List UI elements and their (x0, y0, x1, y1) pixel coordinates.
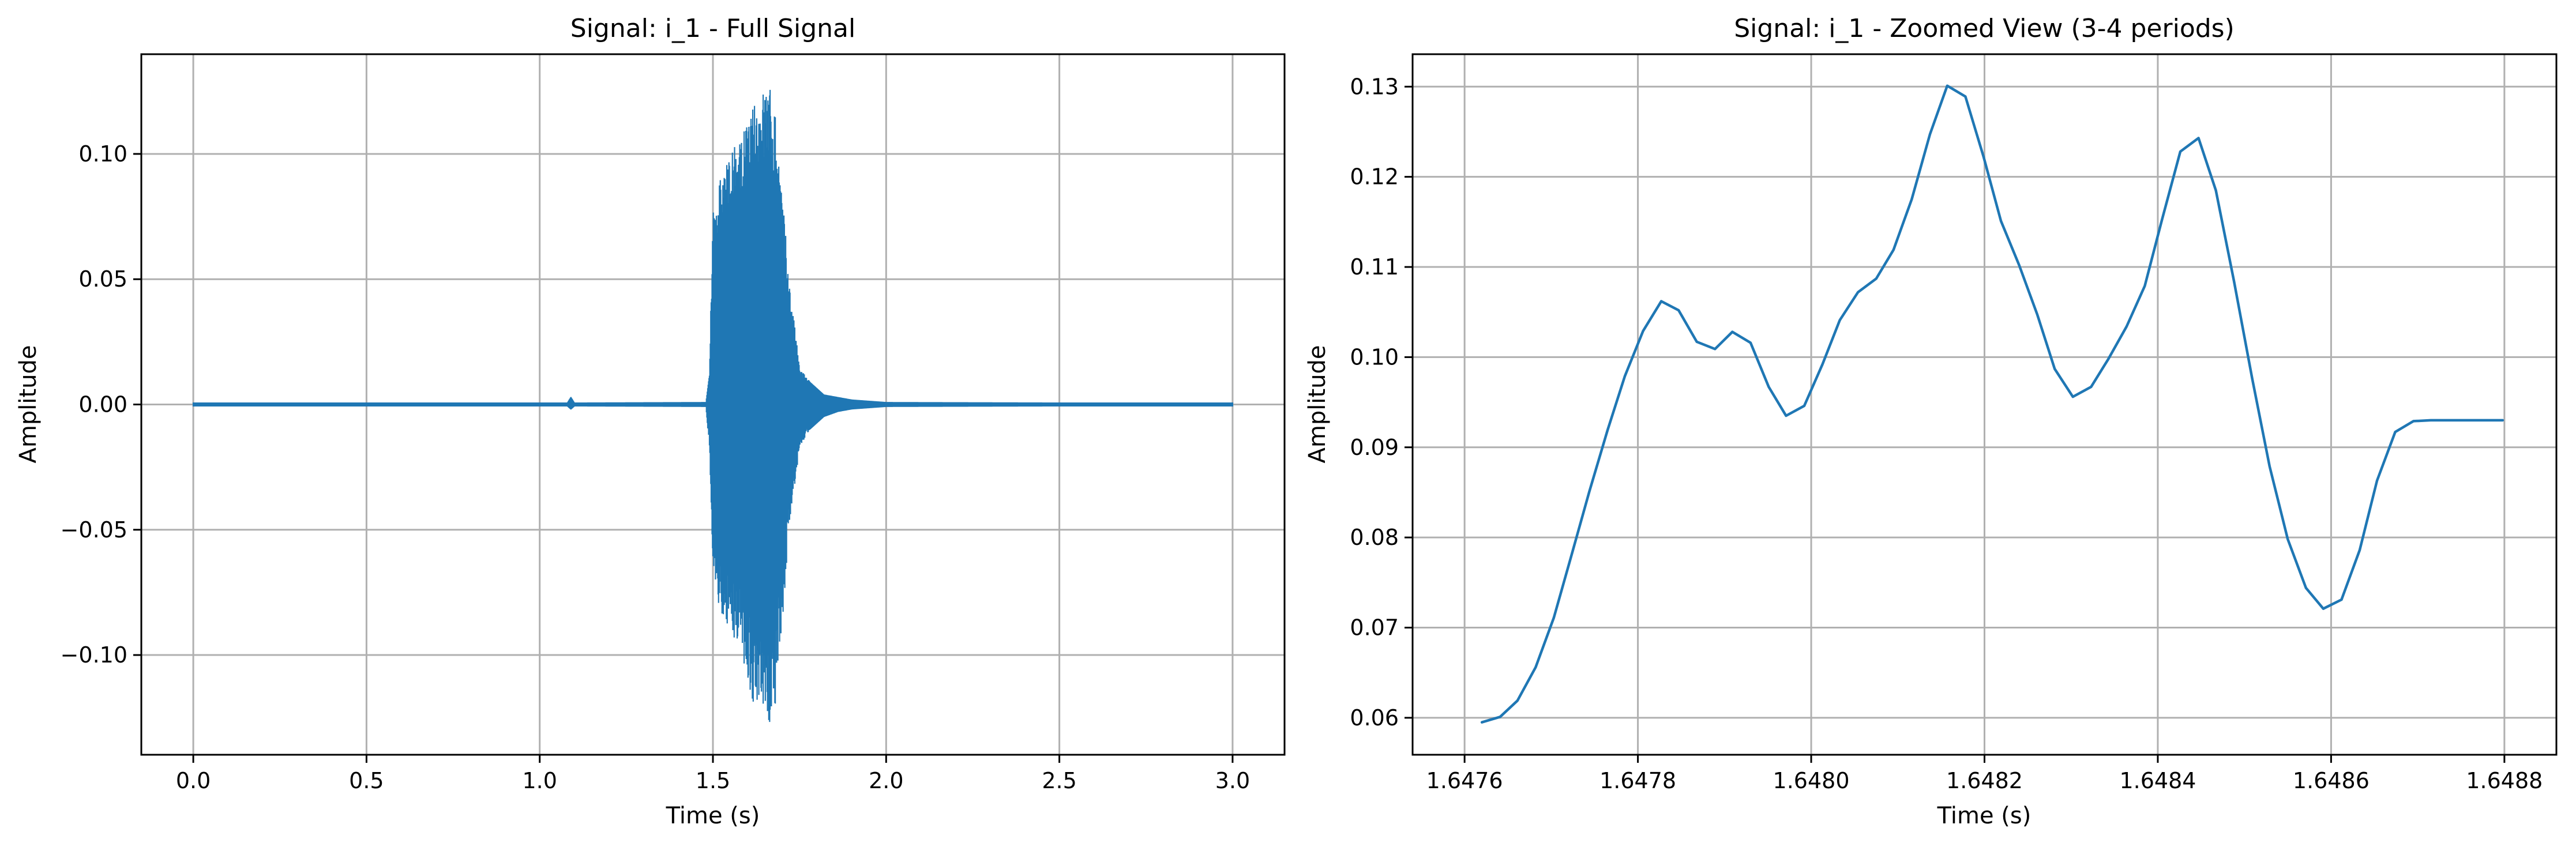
x-tick-label: 1.6482 (1946, 768, 2023, 793)
x-tick-label: 1.6478 (1599, 768, 1676, 793)
y-tick-label: −0.05 (61, 517, 127, 543)
y-tick-layer: 0.06 0.07 0.08 0.09 0.10 0.11 0.12 0.13 (1350, 74, 1413, 731)
grid-lines (1413, 54, 2556, 755)
chart-title: Signal: i_1 - Zoomed View (3-4 periods) (1734, 14, 2235, 43)
x-tick-label: 1.5 (696, 768, 730, 793)
x-tick-label: 1.6476 (1426, 768, 1503, 793)
x-tick-label: 0.5 (349, 768, 384, 793)
y-tick-label: 0.13 (1350, 74, 1399, 99)
x-tick-label: 1.6486 (2293, 768, 2370, 793)
y-tick-label: −0.10 (61, 642, 127, 668)
x-tick-label: 1.6480 (1773, 768, 1850, 793)
y-tick-label: 0.05 (78, 266, 127, 292)
zoomed-series-line (1480, 84, 2504, 724)
x-tick-label: 1.6484 (2119, 768, 2196, 793)
y-tick-layer: −0.10 −0.05 0.00 0.05 0.10 (61, 141, 141, 668)
y-tick-label: 0.08 (1350, 525, 1399, 550)
x-tick-label: 1.0 (522, 768, 557, 793)
x-tick-layer: 0.0 0.5 1.0 1.5 2.0 2.5 3.0 (176, 755, 1250, 793)
y-tick-label: 0.09 (1350, 435, 1399, 460)
y-tick-label: 0.00 (78, 392, 127, 417)
data-layer (1480, 84, 2504, 724)
y-tick-label: 0.10 (78, 141, 127, 167)
signal-series-line (192, 89, 1234, 722)
chart-panel-zoomed-view: 1.6476 1.6478 1.6480 1.6482 1.6484 1.6486 1.64… (1304, 14, 2558, 829)
x-tick-label: 3.0 (1215, 768, 1250, 793)
y-tick-label: 0.11 (1350, 254, 1399, 280)
x-tick-label: 0.0 (176, 768, 211, 793)
x-tick-label: 1.6488 (2466, 768, 2543, 793)
chart-title: Signal: i_1 - Full Signal (570, 14, 855, 43)
y-tick-label: 0.06 (1350, 705, 1399, 731)
y-axis-label: Amplitude (15, 345, 42, 464)
x-tick-label: 2.5 (1042, 768, 1076, 793)
y-tick-label: 0.12 (1350, 164, 1399, 190)
y-tick-label: 0.07 (1350, 615, 1399, 641)
y-axis-label: Amplitude (1304, 345, 1331, 464)
data-layer (192, 89, 1234, 722)
x-tick-layer: 1.6476 1.6478 1.6480 1.6482 1.6484 1.6486 1.64… (1426, 755, 2543, 793)
y-tick-label: 0.10 (1350, 344, 1399, 370)
x-axis-label: Time (s) (666, 803, 760, 829)
chart-panel-full-signal: 0.0 0.5 1.0 1.5 2.0 2.5 3.0 −0.10 −0.05 0.00 0.05… (15, 14, 1286, 829)
x-tick-label: 2.0 (869, 768, 903, 793)
x-axis-label: Time (s) (1937, 803, 2031, 829)
